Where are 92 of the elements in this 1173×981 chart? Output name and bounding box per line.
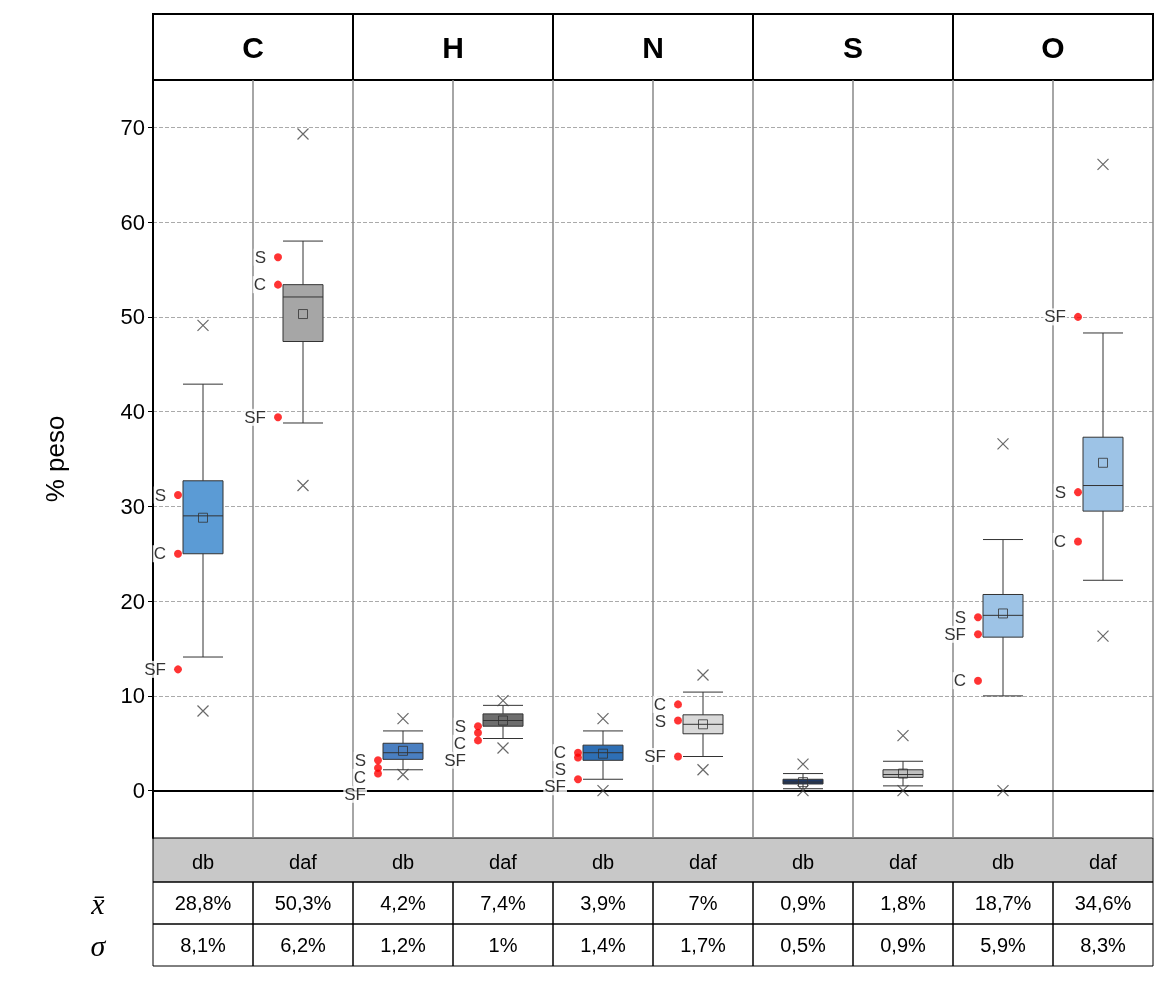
point bbox=[374, 756, 382, 765]
y-tick-label: 20 bbox=[120, 588, 145, 614]
text: 4,2% bbox=[380, 892, 427, 914]
x-tick-label: db bbox=[791, 851, 815, 873]
series-label: C bbox=[153, 544, 166, 564]
text: S bbox=[954, 607, 966, 627]
point bbox=[674, 700, 682, 709]
point bbox=[474, 728, 482, 737]
text: C bbox=[242, 30, 264, 64]
text: C bbox=[253, 275, 266, 295]
text: 5,9% bbox=[980, 934, 1027, 956]
text: C bbox=[353, 767, 366, 787]
text: C bbox=[553, 743, 566, 763]
text: 7% bbox=[688, 892, 718, 914]
text: S bbox=[254, 247, 266, 267]
x-tick-label: daf bbox=[289, 851, 318, 873]
text: 1,4% bbox=[580, 934, 627, 956]
text: 7,4% bbox=[480, 892, 527, 914]
text: H bbox=[442, 30, 464, 64]
text: SF bbox=[444, 750, 466, 770]
point bbox=[1074, 312, 1082, 321]
text: x̄ bbox=[90, 886, 106, 920]
text: SF bbox=[344, 784, 366, 804]
text: N bbox=[642, 30, 664, 64]
text: C bbox=[653, 694, 666, 714]
y-tick-label: 30 bbox=[120, 493, 145, 519]
point bbox=[474, 736, 482, 745]
x-tick-label: db bbox=[391, 851, 415, 873]
text: 18,7% bbox=[974, 892, 1032, 914]
point bbox=[274, 280, 282, 289]
point bbox=[574, 748, 582, 757]
text: 50,3% bbox=[274, 892, 332, 914]
text: S bbox=[354, 750, 366, 770]
y-tick-label: 60 bbox=[120, 209, 145, 235]
x-tick-label: daf bbox=[489, 851, 518, 873]
point bbox=[474, 722, 482, 731]
text: 1,2% bbox=[380, 934, 427, 956]
series-label: SF bbox=[144, 659, 166, 679]
text: SF bbox=[544, 777, 566, 797]
point bbox=[174, 549, 182, 558]
text: SF bbox=[244, 407, 266, 427]
text: C bbox=[1053, 531, 1066, 551]
text: 8,1% bbox=[180, 934, 227, 956]
text: SF bbox=[1044, 307, 1066, 327]
text: σ bbox=[90, 928, 107, 962]
x-tick-label: db bbox=[991, 851, 1015, 873]
text: 8,3% bbox=[1080, 934, 1127, 956]
text: S bbox=[554, 760, 566, 780]
text: C bbox=[453, 733, 466, 753]
text: O bbox=[1041, 30, 1065, 64]
text: 0,9% bbox=[880, 934, 927, 956]
x-tick-label: db bbox=[591, 851, 615, 873]
point bbox=[174, 665, 182, 674]
text: SF bbox=[944, 624, 966, 644]
text: 0,9% bbox=[780, 892, 827, 914]
x-tick-label: daf bbox=[1089, 851, 1118, 873]
point bbox=[674, 752, 682, 761]
text: S bbox=[654, 711, 666, 731]
x-tick-label: daf bbox=[689, 851, 718, 873]
text: 1,8% bbox=[880, 892, 927, 914]
text: 3,9% bbox=[580, 892, 627, 914]
point bbox=[274, 413, 282, 422]
point bbox=[974, 613, 982, 622]
point bbox=[574, 775, 582, 784]
y-tick-label: 70 bbox=[120, 114, 145, 140]
y-tick-label: 10 bbox=[120, 683, 145, 709]
text: 28,8% bbox=[174, 892, 232, 914]
x-tick-label: db bbox=[191, 851, 215, 873]
text: 34,6% bbox=[1074, 892, 1132, 914]
text: 6,2% bbox=[280, 934, 327, 956]
y-tick-label: 40 bbox=[120, 399, 145, 425]
y-axis-title: % peso bbox=[40, 415, 70, 503]
point bbox=[174, 491, 182, 499]
text: 1,7% bbox=[680, 934, 727, 956]
point bbox=[974, 676, 982, 685]
point bbox=[374, 769, 382, 778]
text: C bbox=[953, 671, 966, 691]
text: S bbox=[454, 716, 466, 736]
y-tick-label: 50 bbox=[120, 304, 145, 330]
text: 0,5% bbox=[780, 934, 827, 956]
point bbox=[974, 630, 982, 639]
point bbox=[1074, 537, 1082, 546]
text: SF bbox=[644, 747, 666, 767]
series-label: S bbox=[154, 485, 166, 505]
y-tick-label: 0 bbox=[132, 778, 145, 804]
text: S bbox=[842, 30, 864, 64]
point bbox=[274, 253, 282, 262]
point bbox=[1074, 488, 1082, 497]
text: 1% bbox=[488, 934, 518, 956]
x-tick-label: daf bbox=[889, 851, 918, 873]
text: S bbox=[1054, 482, 1066, 502]
point bbox=[674, 716, 682, 725]
